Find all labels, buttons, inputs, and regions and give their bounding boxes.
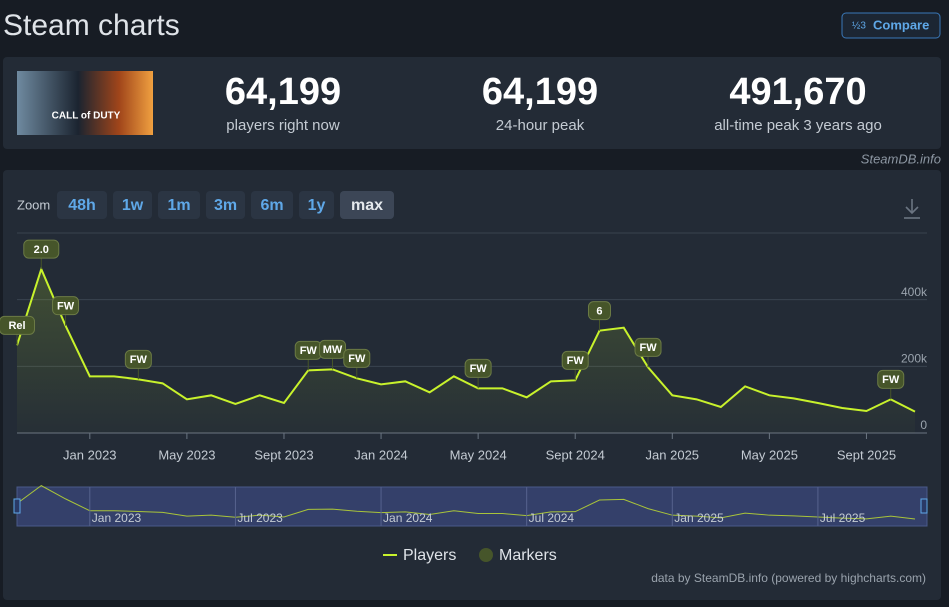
compare-button[interactable] [841,12,941,39]
legend-label[interactable]: Players [403,547,456,564]
credits: data by SteamDB.info (powered by highcha… [651,571,926,585]
zoom-label: Zoom [17,197,50,212]
marker-label: 6 [596,306,602,318]
navigator [16,486,928,527]
navigator-handle[interactable] [13,498,21,514]
marker-label: FW [57,301,75,313]
marker-label: MW [323,344,343,356]
marker-label: FW [130,354,148,366]
navigator-label: Jul 2023 [237,511,283,525]
x-tick-label: Jan 2024 [354,447,408,462]
stat-value: 64,199 [225,71,341,113]
stats-card [3,57,941,149]
marker-flag[interactable] [561,350,589,370]
x-tick-label: Jan 2025 [646,447,700,462]
line [16,266,916,413]
x-tick-label: Sept 2025 [837,447,896,462]
zoom-button-label[interactable]: 48h [68,197,96,214]
cover-text: CALL of DUTY [52,111,121,122]
marker-flag[interactable] [124,349,152,369]
marker-flag[interactable] [52,296,80,316]
navigator-line [16,485,916,520]
y-tick-label: 400k [901,285,928,299]
zoom-button-label[interactable]: 1w [122,197,144,214]
navigator-label: Jan 2024 [383,511,433,525]
marker-flag[interactable] [464,358,492,378]
zoom-button[interactable] [251,191,293,219]
marker-flag[interactable] [319,339,347,359]
legend-label[interactable]: Markers [499,547,557,564]
compare-label[interactable]: Compare [873,17,929,32]
source: SteamDB.info [861,151,941,166]
zoom-button[interactable] [113,191,152,219]
marker-flag[interactable] [634,337,662,357]
marker-label: FW [300,345,318,357]
x-tick-label: Sept 2024 [546,447,605,462]
zoom-button[interactable] [206,191,245,219]
marker-flag[interactable] [587,301,611,321]
navigator-label: Jan 2025 [674,511,724,525]
marker-flag[interactable] [0,315,35,335]
navigator-label: Jan 2023 [92,511,142,525]
compare-icon: ½3 [852,21,866,32]
x-tick-label: May 2023 [158,447,215,462]
stat-label: players right now [226,117,340,134]
stat-value: 491,670 [729,71,866,113]
stat-label: all-time peak 3 years ago [714,117,882,134]
game-cover [17,71,153,135]
stat-value: 64,199 [482,71,598,113]
navigator-label: Jul 2024 [529,511,575,525]
y-tick-label: 200k [901,352,928,366]
zoom-button[interactable] [340,191,394,219]
zoom-button[interactable] [158,191,200,219]
zoom-button-label[interactable]: 3m [214,197,237,214]
x-tick-label: May 2025 [741,447,798,462]
marker-flag[interactable] [877,369,905,389]
zoom-button[interactable] [299,191,334,219]
zoom-button-label[interactable]: 1y [308,197,326,214]
navigator-handle[interactable] [920,498,928,514]
zoom-button-label[interactable]: 6m [260,197,283,214]
page-title: Steam charts [3,9,180,42]
legend-marker [479,548,493,562]
marker-label: FW [470,363,488,375]
zoom-button-label[interactable]: max [351,197,383,214]
marker-label: Rel [8,320,25,332]
marker-flag[interactable] [343,348,371,368]
area [17,269,915,433]
x-tick-label: May 2024 [450,447,507,462]
x-tick-label: Sept 2023 [254,447,313,462]
zoom-button[interactable] [57,191,107,219]
marker-label: 2.0 [34,244,49,256]
zoom-button-label[interactable]: 1m [167,197,190,214]
stat-label: 24-hour peak [496,117,585,134]
download-icon[interactable] [904,199,920,219]
marker-label: FW [882,374,900,386]
marker-label: FW [348,353,366,365]
y-tick-label: 0 [920,418,927,432]
navigator-label: Jul 2025 [820,511,866,525]
marker-label: FW [567,355,585,367]
marker-label: FW [639,342,657,354]
marker-flag[interactable] [23,239,60,259]
x-tick-label: Jan 2023 [63,447,117,462]
